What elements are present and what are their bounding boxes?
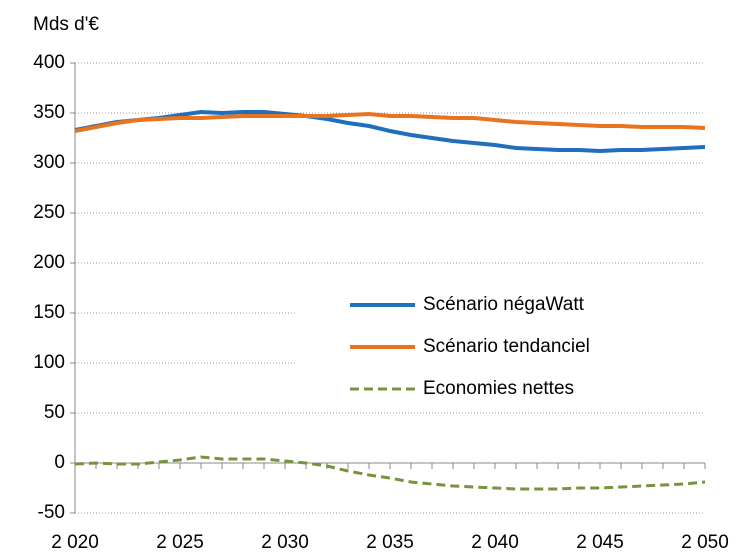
x-tick-label: 2 030: [261, 532, 309, 553]
y-tick-label: 400: [33, 52, 65, 73]
line-series: [74, 455, 706, 491]
y-tick-label: 200: [33, 252, 65, 273]
legend-label: Scénario négaWatt: [423, 294, 585, 315]
y-tick-label: -50: [38, 502, 65, 523]
y-tick-label: 0: [54, 452, 65, 473]
y-tick-label: 100: [33, 352, 65, 373]
x-tick-label: 2 020: [51, 532, 99, 553]
line-series: [74, 111, 706, 133]
x-tick-label: 2 025: [156, 532, 204, 553]
y-tick-label: 50: [44, 402, 65, 423]
legend-label: Scénario tendanciel: [423, 336, 590, 357]
y-tick-label: 300: [33, 152, 65, 173]
x-tick-label: 2 050: [681, 532, 729, 553]
x-tick-label: 2 035: [366, 532, 414, 553]
line-series: [74, 109, 706, 154]
y-axis-label: Mds d'€: [33, 14, 99, 35]
y-tick-label: 250: [33, 202, 65, 223]
legend-label: Economies nettes: [423, 378, 574, 399]
x-tick-label: 2 040: [471, 532, 519, 553]
y-tick-label: 350: [33, 102, 65, 123]
y-tick-label: 150: [33, 302, 65, 323]
x-tick-label: 2 045: [576, 532, 624, 553]
